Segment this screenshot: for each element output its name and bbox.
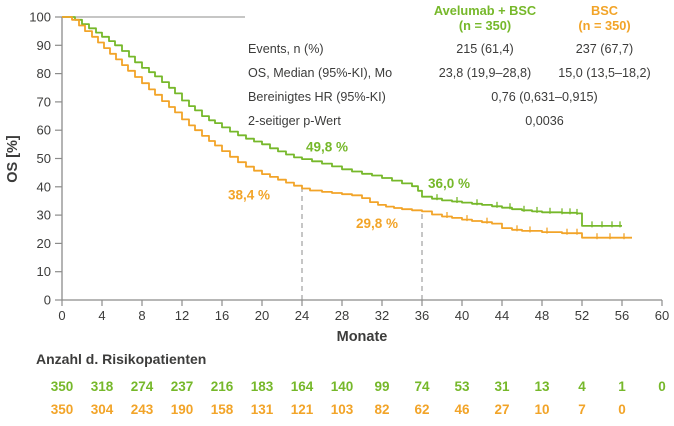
x-tick-label: 52 bbox=[575, 308, 589, 323]
risk-count-green: 13 bbox=[534, 379, 550, 394]
x-tick-label: 32 bbox=[375, 308, 389, 323]
y-tick-label: 10 bbox=[37, 264, 51, 279]
km-curve-orange bbox=[62, 16, 632, 239]
risk-count-green: 0 bbox=[658, 379, 666, 394]
risk-count-green: 216 bbox=[211, 379, 234, 394]
risk-count-green: 237 bbox=[171, 379, 194, 394]
y-tick-label: 50 bbox=[37, 151, 51, 166]
landmark-label-green: 49,8 % bbox=[306, 139, 348, 154]
risk-count-green: 31 bbox=[494, 379, 510, 394]
y-tick-label: 90 bbox=[37, 38, 51, 53]
x-tick-label: 16 bbox=[215, 308, 229, 323]
x-tick-label: 28 bbox=[335, 308, 349, 323]
risk-count-orange: 304 bbox=[91, 402, 114, 417]
risk-count-orange: 158 bbox=[211, 402, 234, 417]
x-tick-label: 20 bbox=[255, 308, 269, 323]
risk-count-orange: 7 bbox=[578, 402, 586, 417]
x-tick-label: 60 bbox=[655, 308, 669, 323]
risk-count-orange: 10 bbox=[534, 402, 549, 417]
y-tick-label: 70 bbox=[37, 94, 51, 109]
risk-count-green: 53 bbox=[454, 379, 470, 394]
y-tick-label: 100 bbox=[29, 10, 51, 25]
column-header-avelumab-line1: Avelumab + BSC bbox=[433, 3, 537, 18]
risk-count-orange: 190 bbox=[171, 402, 194, 417]
landmark-label-orange: 38,4 % bbox=[228, 188, 270, 203]
x-tick-label: 0 bbox=[58, 308, 65, 323]
x-tick-label: 56 bbox=[615, 308, 629, 323]
stats-hr-value: 0,76 (0,631–0,915) bbox=[491, 90, 598, 104]
stats-row-events-label: Events, n (%) bbox=[248, 42, 324, 56]
risk-count-green: 274 bbox=[131, 379, 154, 394]
risk-table-title: Anzahl d. Risikopatienten bbox=[36, 351, 207, 367]
y-axis-title: OS [%] bbox=[5, 135, 21, 183]
column-header-bsc: BSC (n = 350) bbox=[545, 2, 664, 37]
x-tick-label: 12 bbox=[175, 308, 189, 323]
risk-count-green: 99 bbox=[374, 379, 389, 394]
risk-count-green: 1 bbox=[618, 379, 626, 394]
y-tick-label: 20 bbox=[37, 236, 51, 251]
stats-row-pvalue-label: 2-seitiger p-Wert bbox=[248, 114, 341, 128]
x-tick-label: 36 bbox=[415, 308, 429, 323]
column-header-avelumab-bsc: Avelumab + BSC (n = 350) bbox=[425, 2, 545, 37]
stats-row-median-label: OS, Median (95%-KI), Mo bbox=[248, 66, 393, 80]
risk-count-orange: 103 bbox=[331, 402, 354, 417]
stats-median-bsc: 15,0 (13,5–18,2) bbox=[558, 66, 651, 80]
risk-count-orange: 82 bbox=[374, 402, 389, 417]
stats-median-avelumab: 23,8 (19,9–28,8) bbox=[438, 66, 532, 80]
risk-count-orange: 46 bbox=[454, 402, 470, 417]
risk-count-orange: 62 bbox=[414, 402, 429, 417]
y-tick-label: 40 bbox=[37, 179, 51, 194]
y-tick-label: 80 bbox=[37, 66, 51, 81]
stats-events-avelumab: 215 (61,4) bbox=[456, 42, 514, 56]
risk-count-orange: 350 bbox=[51, 402, 74, 417]
x-tick-label: 48 bbox=[535, 308, 549, 323]
x-tick-label: 4 bbox=[98, 308, 105, 323]
x-axis-title: Monate bbox=[336, 329, 388, 345]
y-tick-label: 60 bbox=[37, 123, 51, 138]
x-tick-label: 24 bbox=[295, 308, 309, 323]
stats-pvalue: 0,0036 bbox=[525, 114, 564, 128]
x-tick-label: 8 bbox=[138, 308, 145, 323]
risk-count-green: 318 bbox=[91, 379, 114, 394]
stats-row-hr-label: Bereinigtes HR (95%-KI) bbox=[248, 90, 386, 104]
stats-table: Avelumab + BSC (n = 350) BSC (n = 350) E… bbox=[244, 2, 664, 133]
column-header-bsc-line2: (n = 350) bbox=[578, 18, 631, 33]
risk-count-green: 140 bbox=[331, 379, 354, 394]
y-tick-label: 30 bbox=[37, 208, 51, 223]
risk-count-orange: 243 bbox=[131, 402, 154, 417]
risk-count-orange: 0 bbox=[618, 402, 626, 417]
risk-count-green: 4 bbox=[578, 379, 586, 394]
risk-count-green: 164 bbox=[291, 379, 314, 394]
landmark-label-green: 36,0 % bbox=[428, 176, 470, 191]
landmark-label-orange: 29,8 % bbox=[356, 216, 398, 231]
column-header-bsc-line1: BSC bbox=[590, 3, 619, 18]
risk-count-green: 350 bbox=[51, 379, 74, 394]
stats-events-bsc: 237 (67,7) bbox=[575, 42, 634, 56]
risk-count-orange: 131 bbox=[251, 402, 274, 417]
risk-count-green: 183 bbox=[251, 379, 274, 394]
column-header-avelumab-line2: (n = 350) bbox=[458, 18, 512, 33]
x-tick-label: 44 bbox=[495, 308, 509, 323]
y-tick-label: 0 bbox=[44, 293, 51, 308]
risk-count-orange: 27 bbox=[494, 402, 509, 417]
risk-count-orange: 121 bbox=[291, 402, 314, 417]
x-tick-label: 40 bbox=[455, 308, 469, 323]
risk-count-green: 74 bbox=[414, 379, 430, 394]
stats-header-spacer bbox=[244, 2, 425, 37]
